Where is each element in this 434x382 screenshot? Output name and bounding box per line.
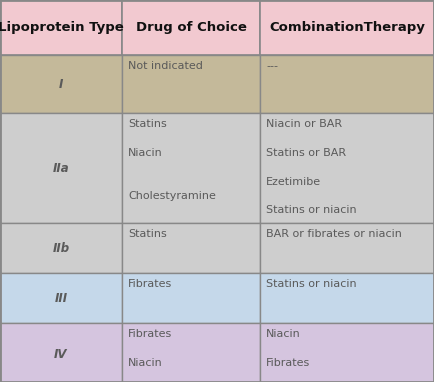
Bar xyxy=(0,323,122,382)
Bar xyxy=(0,273,122,323)
Bar xyxy=(122,223,260,273)
Bar xyxy=(0,0,122,55)
Text: Fibrates

Niacin: Fibrates Niacin xyxy=(128,329,172,368)
Bar xyxy=(260,55,434,113)
Bar xyxy=(122,273,260,323)
Bar xyxy=(122,0,260,55)
Text: Not indicated: Not indicated xyxy=(128,61,203,71)
Text: Fibrates: Fibrates xyxy=(128,279,172,289)
Text: Statins

Niacin


Cholestyramine: Statins Niacin Cholestyramine xyxy=(128,119,216,201)
Text: IIa: IIa xyxy=(53,162,69,175)
Text: ---: --- xyxy=(266,61,278,71)
Text: III: III xyxy=(54,291,68,304)
Bar xyxy=(260,273,434,323)
Bar xyxy=(0,55,122,113)
Text: I: I xyxy=(59,78,63,91)
Text: BAR or fibrates or niacin: BAR or fibrates or niacin xyxy=(266,229,402,239)
Text: Niacin

Fibrates: Niacin Fibrates xyxy=(266,329,310,368)
Text: Statins: Statins xyxy=(128,229,167,239)
Text: Niacin or BAR

Statins or BAR

Ezetimibe

Statins or niacin: Niacin or BAR Statins or BAR Ezetimibe S… xyxy=(266,119,357,215)
Text: IIb: IIb xyxy=(53,241,69,254)
Bar xyxy=(260,223,434,273)
Text: IV: IV xyxy=(54,348,68,361)
Bar xyxy=(260,0,434,55)
Bar xyxy=(260,113,434,223)
Bar xyxy=(0,113,122,223)
Text: Statins or niacin: Statins or niacin xyxy=(266,279,357,289)
Bar xyxy=(260,323,434,382)
Bar xyxy=(122,113,260,223)
Text: Drug of Choice: Drug of Choice xyxy=(135,21,247,34)
Bar xyxy=(0,223,122,273)
Bar xyxy=(122,323,260,382)
Text: CombinationTherapy: CombinationTherapy xyxy=(269,21,425,34)
Bar xyxy=(122,55,260,113)
Text: Lipoprotein Type: Lipoprotein Type xyxy=(0,21,124,34)
